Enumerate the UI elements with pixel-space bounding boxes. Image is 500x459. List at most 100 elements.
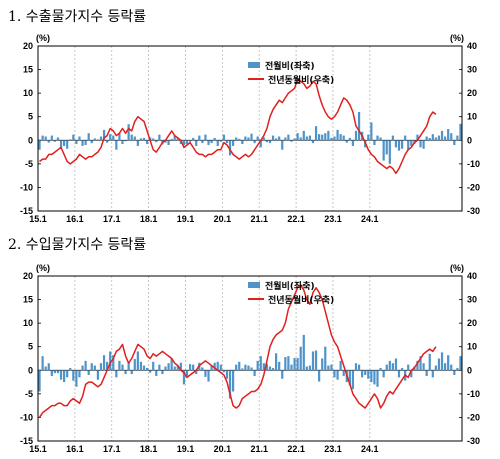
bar [262,137,265,141]
bar [394,358,398,371]
bar [167,140,170,145]
bar [241,140,244,145]
bar [127,363,130,371]
x-tick-label: 22.1 [287,214,305,224]
bar [419,356,422,371]
left-tick-label: 0 [28,365,33,375]
bar [314,126,318,141]
x-tick-label: 22.1 [287,444,305,454]
bar [443,363,447,371]
bar [370,370,373,383]
x-tick-label: 20.1 [214,444,232,454]
bar [188,364,192,371]
bar [416,134,419,141]
bar [296,358,299,371]
bar [324,133,327,141]
right-tick-label: -30 [467,436,480,446]
bar [305,136,308,141]
bar [308,365,312,371]
left-tick-label: 15 [23,295,33,305]
bar [155,140,158,143]
bar [456,367,459,371]
left-tick-label: -10 [20,182,33,192]
left-tick-label: -5 [25,159,33,169]
bar [109,134,112,141]
bar [173,135,176,141]
bar [222,370,225,373]
bar [327,365,330,371]
plot-frame [37,45,463,212]
bar [247,137,250,141]
bar [53,140,57,142]
bar [213,137,216,141]
bar [370,122,373,141]
bar [440,130,444,141]
x-tick-label: 21.1 [250,214,268,224]
bar [96,139,100,141]
left-tick-label: -15 [20,206,33,216]
bar [99,363,103,371]
right-axis-unit: (%) [450,33,464,43]
bar [376,370,379,387]
bar [210,365,213,371]
bar [275,138,278,141]
bar [164,366,167,371]
bar [437,358,441,371]
bar [385,364,388,371]
bar [136,140,139,146]
bar [170,358,173,371]
bar [201,140,204,144]
bar [440,352,444,371]
bar [50,135,53,141]
bar [422,363,425,371]
bar [219,140,222,142]
bar [66,370,69,378]
bar [66,140,69,149]
legend-item-line: 전년동월비(우축) [248,292,334,306]
bar [271,367,275,371]
bar [400,140,404,149]
bar [210,140,213,144]
left-tick-label: 20 [23,41,33,51]
bar [453,370,456,375]
bar [256,360,259,371]
bar [459,123,462,141]
bar [443,136,447,141]
bar [231,370,235,392]
bar [302,334,305,371]
bar [201,367,204,371]
bar [158,134,161,141]
bar [348,137,351,141]
bar [241,368,244,371]
bar [253,140,256,144]
bar [321,358,324,371]
bar [56,137,60,141]
bar [447,128,450,141]
left-tick-label: 15 [23,65,33,75]
bar [391,363,394,371]
bar [351,140,355,146]
bar [47,363,50,371]
bar [179,362,182,371]
bar [339,360,342,371]
bar [152,361,155,371]
bar [416,360,419,371]
bar [44,136,47,141]
x-tick-label: 20.1 [214,214,232,224]
bar [115,140,118,150]
bar [376,135,379,141]
right-tick-label: 20 [467,318,477,328]
x-tick-label: 16.1 [66,214,84,224]
bar [351,370,355,390]
bar [56,370,60,374]
right-tick-label: 10 [467,342,477,352]
bar [90,363,93,371]
bar [407,364,410,371]
bar [348,370,351,386]
legend-line-swatch [248,298,264,300]
bar [342,135,345,141]
bar [185,370,189,376]
bar [63,140,66,146]
bar [422,140,425,149]
bar [382,140,385,161]
